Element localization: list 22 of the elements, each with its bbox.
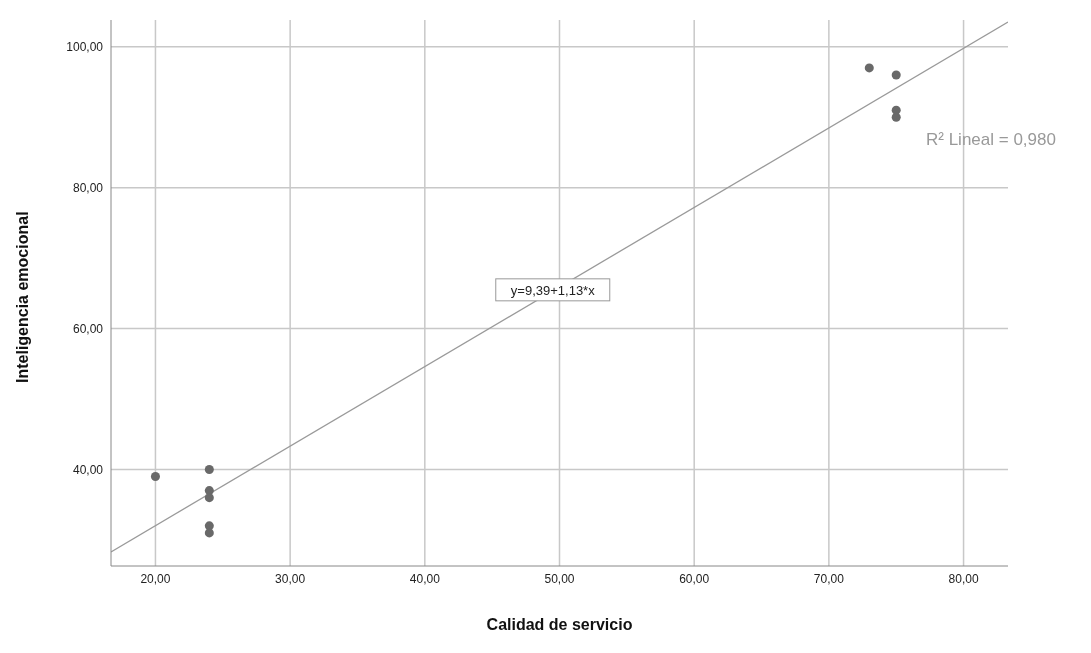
- x-tick-label: 50,00: [544, 571, 575, 586]
- y-tick-label: 100,00: [66, 40, 104, 55]
- x-tick-label: 60,00: [679, 571, 710, 586]
- point: [150, 472, 160, 482]
- annotation: y=9,39+1,13*x: [510, 282, 596, 298]
- x-tick-label: 30,00: [275, 571, 306, 586]
- x-tick-label: 40,00: [409, 571, 441, 586]
- annotation: R² Lineal = 0,980: [926, 130, 1056, 150]
- x-tick-label: 70,00: [813, 571, 845, 586]
- y-tick-label: 80,00: [72, 180, 104, 195]
- point: [204, 464, 214, 474]
- point: [864, 63, 874, 73]
- x-tick-label: 20,00: [140, 571, 171, 586]
- point: [891, 70, 901, 80]
- y-axis-title: Inteligencia emocional: [13, 211, 31, 383]
- point: [891, 112, 901, 122]
- y-tick-label: 40,00: [72, 462, 104, 477]
- point: [204, 528, 214, 538]
- y-tick-label: 60,00: [72, 321, 104, 336]
- x-tick-label: 80,00: [948, 571, 979, 586]
- point: [204, 493, 214, 503]
- x-axis-title: Calidad de servicio: [486, 616, 633, 633]
